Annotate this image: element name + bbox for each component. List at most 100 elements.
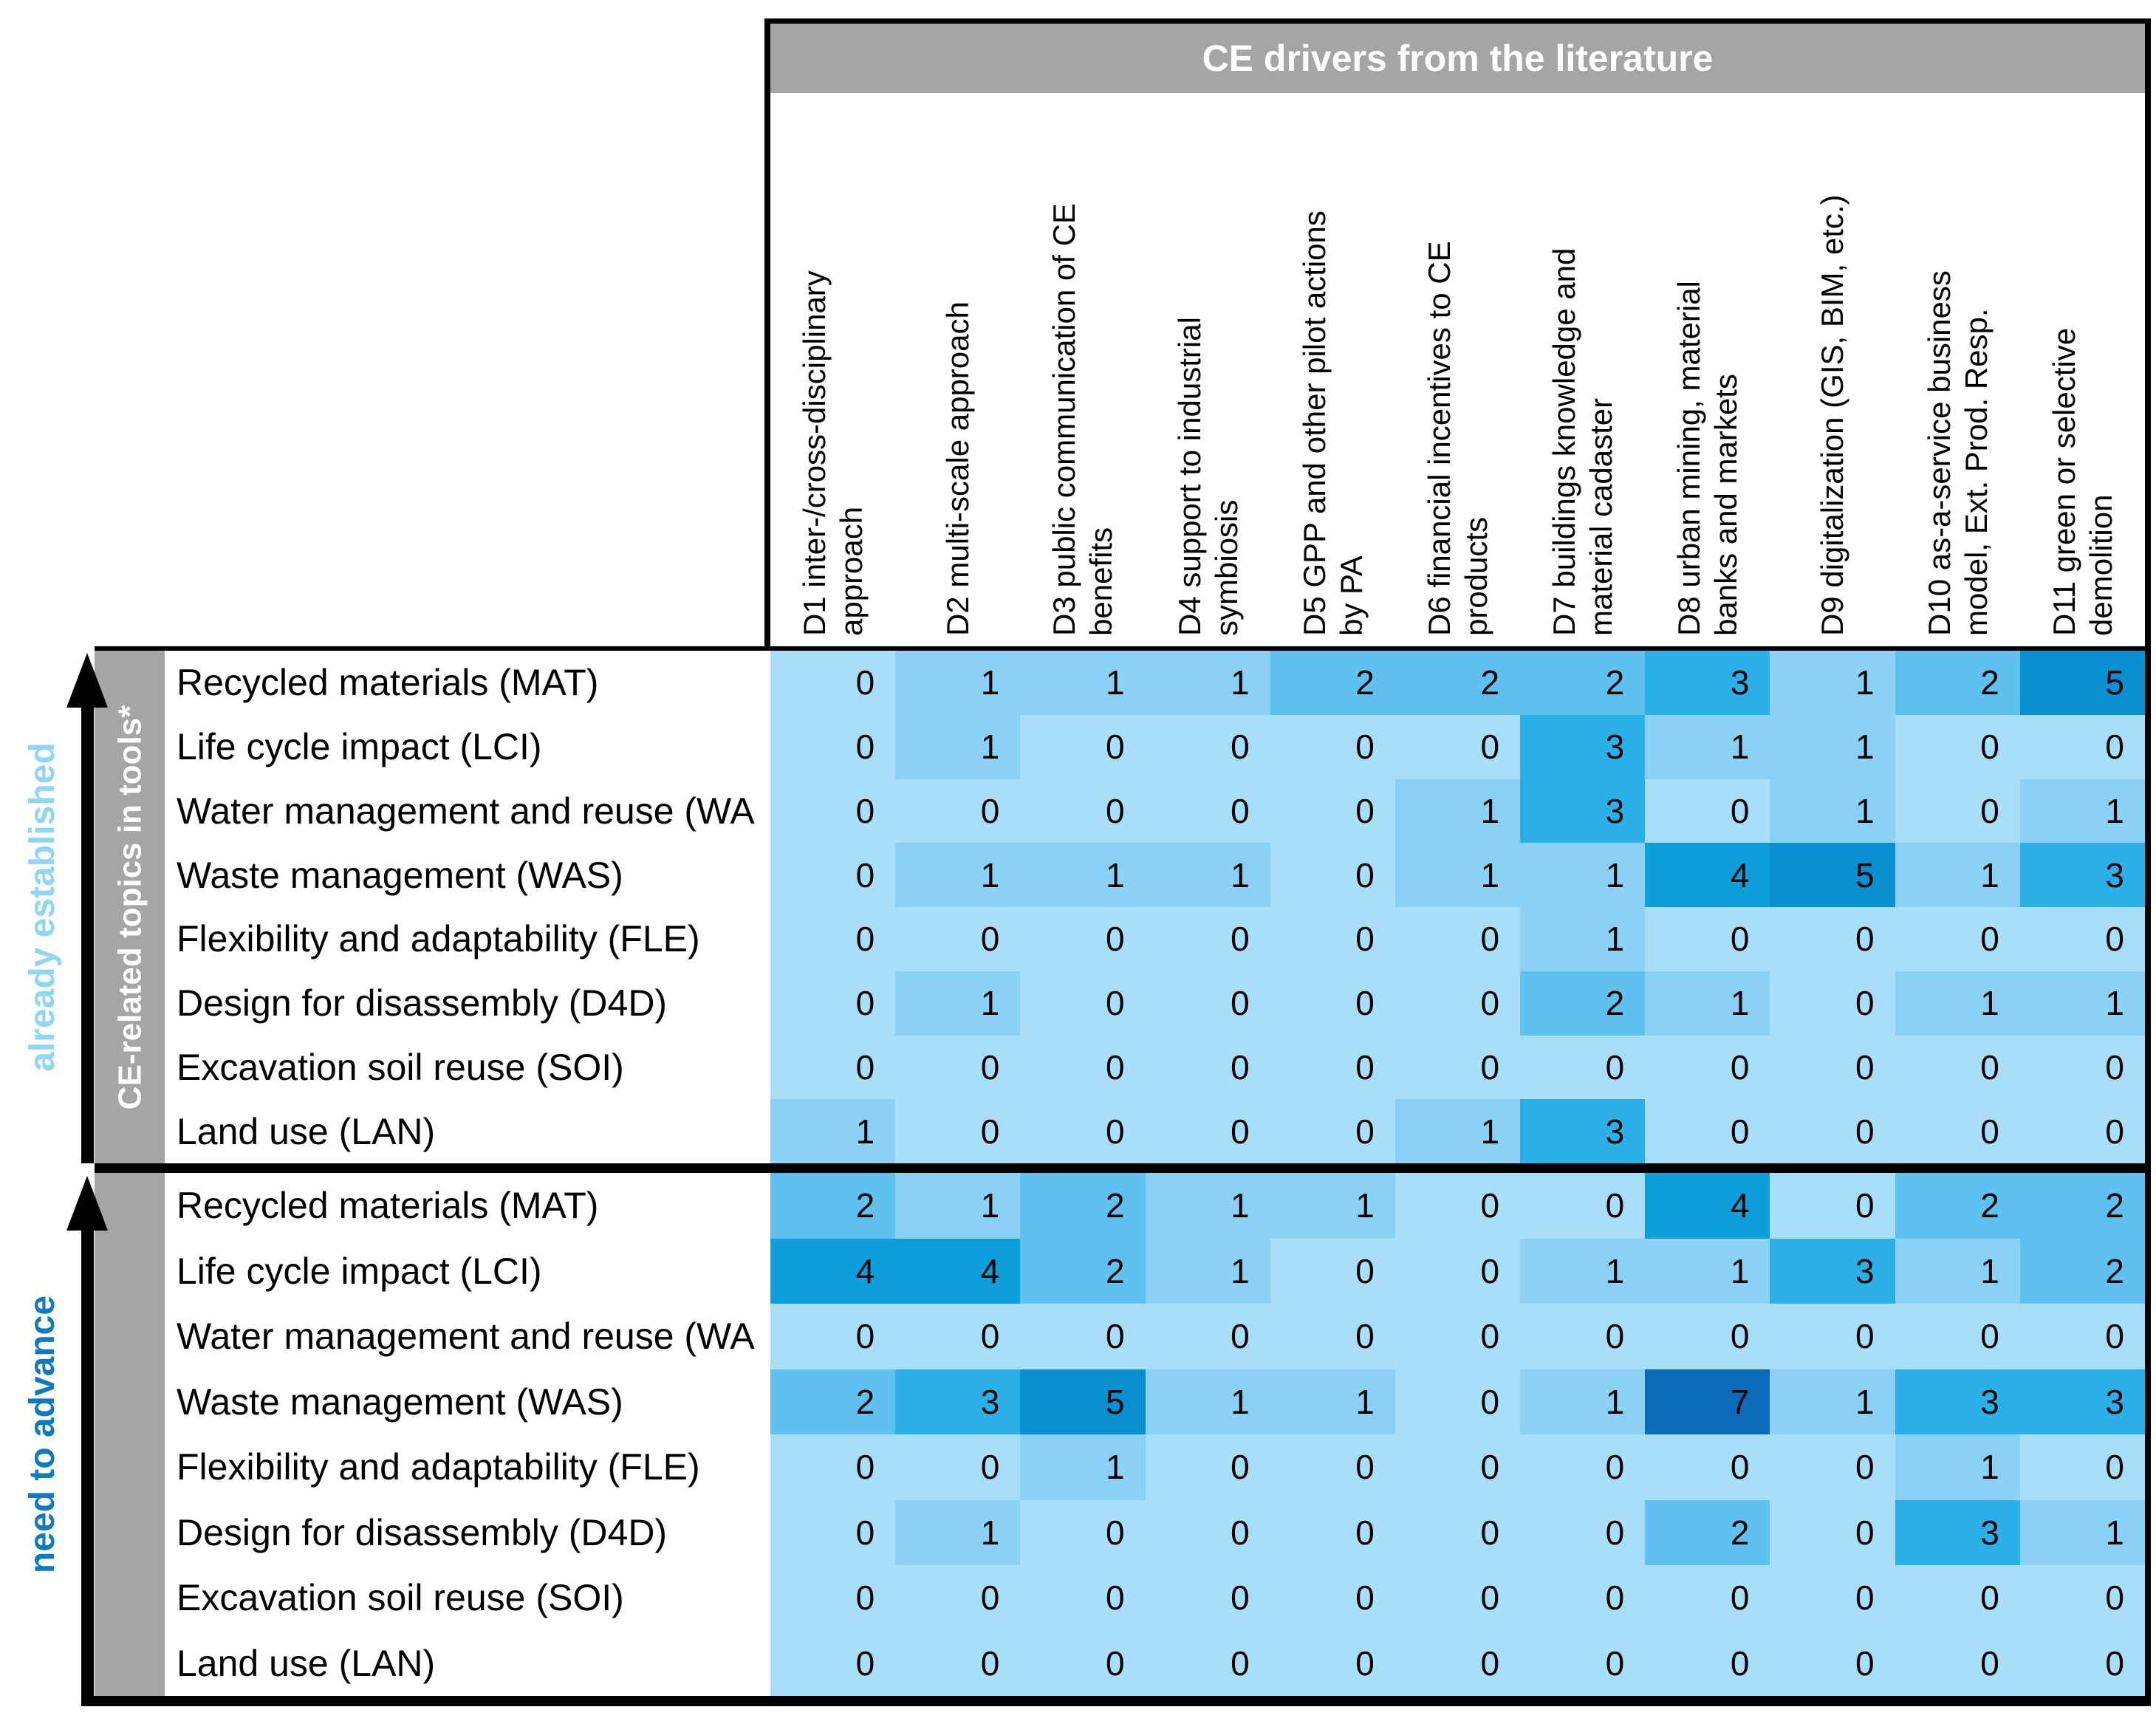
heatmap-cell: 1 — [1020, 1434, 1146, 1500]
column-header-D1: D1 inter-/cross-disciplinary approach — [770, 93, 895, 646]
heatmap-cell: 0 — [1520, 1173, 1646, 1239]
heatmap-cell: 2 — [1270, 651, 1395, 715]
heatmap-cell: 0 — [1394, 1565, 1521, 1631]
row-label: Excavation soil reuse (SOI) — [165, 1565, 764, 1631]
heatmap-cell: 0 — [1394, 1499, 1521, 1565]
heatmap-cell: 1 — [1520, 907, 1646, 971]
column-header-label: D8 urban mining, material banks and marke… — [1671, 281, 1743, 636]
heatmap-cell: 0 — [1394, 1173, 1521, 1239]
heatmap-cell: 4 — [895, 1238, 1021, 1304]
heatmap-cell: 3 — [2019, 843, 2145, 907]
heatmap-cell: 2 — [1645, 1499, 1770, 1565]
heatmap-cell: 0 — [1520, 1630, 1646, 1696]
heatmap-cell: 2 — [1895, 1173, 2020, 1239]
heatmap-cell: 5 — [2019, 651, 2145, 715]
heatmap-cell: 0 — [1645, 907, 1770, 971]
column-header-D9: D9 digitalization (GIS, BIM, etc.) — [1770, 93, 1895, 646]
heatmap-cell: 0 — [1520, 1499, 1646, 1565]
row-label: Life cycle impact (LCI) — [165, 1238, 764, 1304]
heatmap-cell: 0 — [895, 779, 1021, 844]
heatmap-cell: 0 — [1645, 1434, 1770, 1500]
column-header-D2: D2 multi-scale approach — [895, 93, 1020, 646]
heatmap-cell: 0 — [1394, 714, 1521, 779]
heatmap-cell: 3 — [1895, 1369, 2020, 1434]
heatmap-cell: 0 — [1145, 1499, 1270, 1565]
heatmap-cell: 0 — [1895, 907, 2020, 971]
row-label: Waste management (WAS) — [165, 1369, 764, 1434]
heatmap-cell: 0 — [1770, 971, 1895, 1036]
heatmap-cell: 0 — [1520, 1565, 1646, 1631]
heatmap-cell: 0 — [1520, 1434, 1646, 1500]
heatmap-cell: 0 — [1020, 971, 1146, 1036]
heatmap-cell: 1 — [1145, 1173, 1270, 1239]
header-bottom-border — [95, 646, 2151, 651]
heatmap-cell: 0 — [1394, 1630, 1521, 1696]
heatmap-cell: 0 — [1020, 1099, 1146, 1163]
column-header-label: D11 green or selective demolition — [2046, 327, 2118, 636]
heatmap-cell: 1 — [1020, 651, 1146, 715]
heatmap-cell: 1 — [1145, 1369, 1270, 1434]
row-label: Water management and reuse (WA — [165, 1304, 764, 1369]
heatmap-cell: 0 — [1145, 779, 1270, 844]
row-label: Recycled materials (MAT) — [165, 1173, 764, 1239]
heatmap-cell: 0 — [1145, 714, 1270, 779]
heatmap-cell: 0 — [1770, 1173, 1895, 1239]
heatmap-cell: 1 — [1895, 1434, 2020, 1500]
heatmap-cell: 0 — [1270, 843, 1395, 907]
column-header-label: D2 multi-scale approach — [940, 301, 975, 636]
heatmap-cell: 1 — [1270, 1369, 1395, 1434]
heatmap-cell: 0 — [1145, 1434, 1270, 1500]
heatmap-cell: 0 — [895, 1099, 1021, 1163]
heatmap-cell: 0 — [1645, 1035, 1770, 1100]
heatmap-cell: 0 — [1895, 1099, 2020, 1163]
table-left-border-header — [764, 18, 770, 651]
heatmap-cell: 0 — [770, 1035, 896, 1100]
matrix-title: CE drivers from the literature — [1202, 38, 1714, 79]
heatmap-cell: 0 — [1645, 779, 1770, 844]
column-header-label: D6 financial incentives to CE products — [1421, 241, 1493, 636]
heatmap-cell: 1 — [1145, 651, 1270, 715]
heatmap-cell: 0 — [770, 1499, 896, 1565]
row-label: Land use (LAN) — [165, 1630, 764, 1696]
row-label: Flexibility and adaptability (FLE) — [165, 1434, 764, 1500]
axis-label-established: already established — [22, 742, 62, 1072]
heatmap-cell: 0 — [2019, 1304, 2145, 1369]
row-label: Recycled materials (MAT) — [165, 651, 764, 715]
heatmap-cell: 3 — [1895, 1499, 2020, 1565]
table-bottom-border — [81, 1696, 2151, 1706]
column-header-D4: D4 support to industrial symbiosis — [1146, 93, 1270, 646]
heatmap-cell: 1 — [1394, 779, 1521, 844]
heatmap-cell: 0 — [1520, 1035, 1646, 1100]
heatmap-cell: 0 — [1020, 1035, 1146, 1100]
heatmap-cell: 0 — [1394, 1238, 1521, 1304]
heatmap-cell: 0 — [1270, 1238, 1395, 1304]
column-header-label: D5 GPP and other pilot actions by PA — [1296, 211, 1369, 636]
topics-band — [95, 651, 165, 1696]
row-label: Design for disassembly (D4D) — [165, 971, 764, 1036]
column-header-D3: D3 public communication of CE benefits — [1020, 93, 1145, 646]
heatmap-cell: 0 — [1394, 1304, 1521, 1369]
row-label: Water management and reuse (WA — [165, 779, 764, 844]
column-header-D8: D8 urban mining, material banks and marke… — [1645, 93, 1770, 646]
heatmap-cell: 1 — [1394, 843, 1521, 907]
heatmap-cell: 0 — [770, 779, 896, 844]
heatmap-cell: 1 — [895, 1499, 1021, 1565]
heatmap-cell: 0 — [1770, 1434, 1895, 1500]
column-header-D6: D6 financial incentives to CE products — [1395, 93, 1520, 646]
heatmap-cell: 4 — [770, 1238, 896, 1304]
heatmap-cell: 0 — [1020, 1630, 1146, 1696]
heatmap-cell: 0 — [1770, 1499, 1895, 1565]
heatmap-cell: 0 — [1270, 1565, 1395, 1631]
column-header-label: D1 inter-/cross-disciplinary approach — [796, 270, 869, 636]
heatmap-cell: 2 — [1020, 1173, 1146, 1239]
heatmap-cell: 0 — [1895, 1565, 2020, 1631]
heatmap-cell: 0 — [1270, 1434, 1395, 1500]
heatmap-cell: 1 — [1520, 1238, 1646, 1304]
heatmap-cell: 2 — [2019, 1173, 2145, 1239]
heatmap-cell: 0 — [770, 1630, 896, 1696]
heatmap-cell: 0 — [1270, 971, 1395, 1036]
column-header-D11: D11 green or selective demolition — [2020, 93, 2145, 646]
heatmap-cell: 1 — [1770, 651, 1895, 715]
row-label: Waste management (WAS) — [165, 843, 764, 907]
heatmap-cell: 1 — [1895, 971, 2020, 1036]
